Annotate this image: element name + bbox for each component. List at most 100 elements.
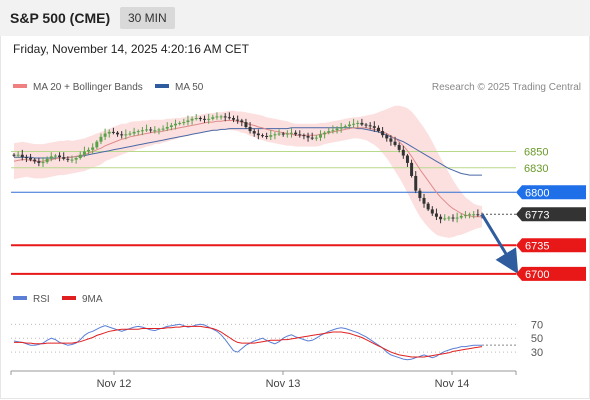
candle-body [434, 213, 438, 217]
candle [356, 120, 360, 128]
candle [95, 140, 99, 150]
candle [136, 129, 140, 136]
candle [443, 214, 447, 221]
candle-body [194, 118, 198, 120]
candle [376, 125, 380, 133]
candle-body [58, 155, 62, 158]
candle [426, 202, 430, 212]
candle-body [223, 116, 227, 118]
level-tag-6735: 6735 [516, 238, 586, 253]
candle-body [455, 217, 459, 219]
forecast-arrow-line [480, 213, 519, 275]
candle-body [111, 131, 115, 133]
candle-body [339, 127, 343, 129]
candle [232, 115, 236, 123]
candle-body [82, 151, 86, 155]
candle [24, 154, 28, 163]
timeframe-button[interactable]: 30 MIN [120, 7, 175, 29]
x-tick-label: Nov 12 [97, 378, 132, 390]
candle [476, 209, 480, 217]
candle [327, 127, 331, 135]
candle-body [314, 137, 318, 139]
bollinger-band [14, 105, 482, 238]
candle-body [53, 155, 57, 157]
ma20-series [13, 120, 482, 218]
candle [364, 122, 368, 128]
candle [37, 158, 41, 167]
candlesticks [12, 112, 484, 224]
candle-body [298, 134, 302, 136]
candle [389, 135, 393, 146]
candle [53, 153, 57, 160]
candle-body [24, 157, 28, 159]
candle-body [352, 123, 356, 125]
candle-body [289, 132, 293, 134]
level-label-6800: 6800 [525, 187, 549, 199]
candle-body [468, 214, 472, 216]
candle [455, 212, 459, 223]
ma20-line [13, 120, 482, 218]
candle-body [120, 134, 124, 136]
candle-body [95, 141, 99, 148]
candle-body [376, 127, 380, 132]
candle [451, 214, 455, 222]
candle [91, 143, 95, 154]
candle [281, 131, 285, 137]
candle-body [397, 144, 401, 150]
candle [343, 124, 347, 129]
candle-body [318, 134, 322, 138]
candle [277, 129, 281, 136]
candle-body [426, 203, 430, 210]
candle [430, 206, 434, 216]
symbol-title: S&P 500 (CME) [10, 10, 111, 26]
candle-body [306, 135, 310, 138]
level-label-6850: 6850 [524, 146, 548, 158]
x-tick-label: Nov 14 [435, 378, 470, 390]
candle [116, 131, 120, 137]
candle-body [29, 158, 33, 160]
candle [74, 156, 78, 164]
candle-body [335, 128, 339, 131]
candle [190, 116, 194, 125]
rsi-lines [13, 323, 516, 361]
candle-body [459, 215, 463, 218]
candle-body [347, 124, 351, 127]
candle-body [418, 190, 422, 198]
candle-body [385, 135, 389, 139]
candle [207, 113, 211, 124]
candle-body [161, 128, 165, 130]
candle [414, 171, 418, 194]
level-tag-6700: 6700 [516, 266, 586, 281]
ma20-legend-label: MA 20 + Bollinger Bands [33, 82, 143, 93]
rsi-line [13, 323, 482, 361]
candle [20, 149, 24, 161]
candle-body [41, 162, 45, 164]
candle-body [78, 154, 82, 158]
candle-body [116, 132, 120, 135]
candle [472, 211, 476, 219]
candle-body [323, 132, 327, 135]
candle-body [285, 133, 289, 135]
candle-body [12, 154, 16, 156]
candle [99, 133, 103, 145]
candle [70, 155, 74, 163]
candle [132, 127, 136, 136]
level-label-6830: 6830 [524, 163, 548, 175]
candle-body [16, 154, 20, 156]
candle [194, 113, 198, 121]
candle-body [70, 159, 74, 161]
candle-body [140, 130, 144, 132]
candle-body [401, 149, 405, 156]
ma50-series [14, 127, 482, 176]
candle [252, 128, 256, 137]
ma50-legend-label: MA 50 [175, 82, 204, 93]
candle-body [87, 149, 91, 152]
candle-body [49, 156, 53, 159]
level-tag-bg [516, 238, 586, 253]
candle-body [74, 158, 78, 160]
candle [306, 132, 310, 142]
candle [240, 118, 244, 127]
candle-body [198, 118, 202, 120]
candle [169, 122, 173, 131]
